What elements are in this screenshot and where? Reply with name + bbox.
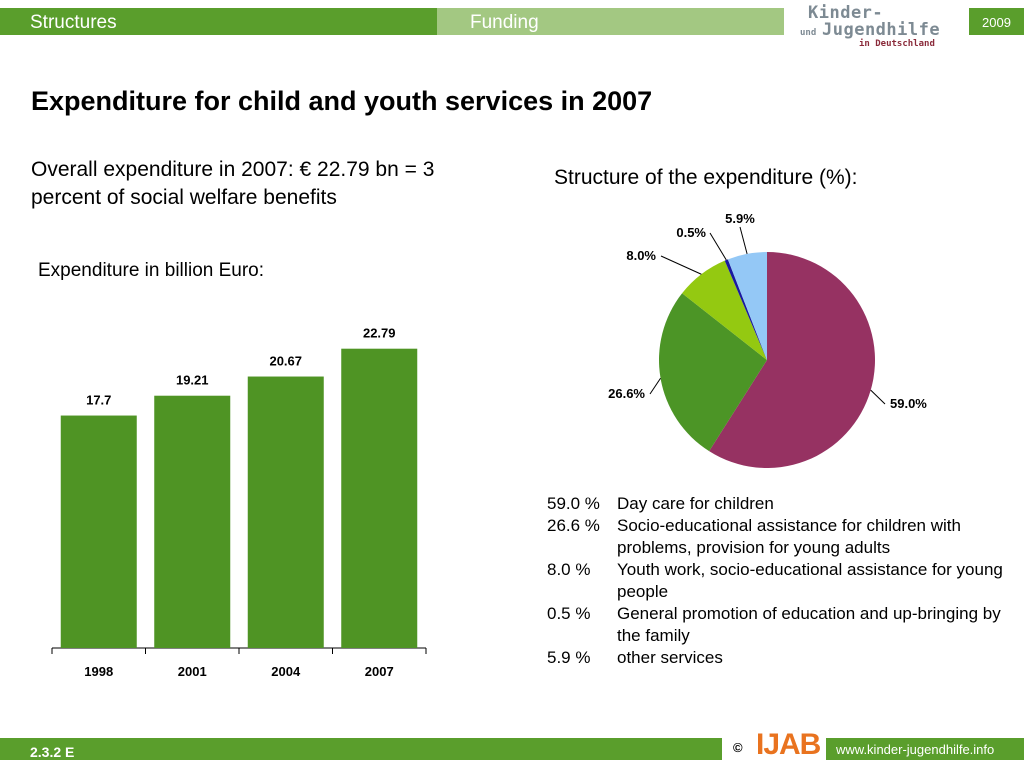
legend-item: 0.5 % General promotion of education and … <box>547 603 1007 647</box>
legend-item: 59.0 % Day care for children <box>547 493 1007 515</box>
bar-value-label: 19.21 <box>176 373 209 388</box>
bar-category-label: 2007 <box>365 664 394 679</box>
pie-slice-label: 59.0% <box>890 396 927 411</box>
bar-1998 <box>60 415 137 648</box>
pie-slice-label: 8.0% <box>626 248 656 263</box>
logo-line3: in Deutschland <box>859 39 935 49</box>
overall-expenditure-text: Overall expenditure in 2007: € 22.79 bn … <box>31 158 435 209</box>
tab-funding[interactable]: Funding <box>437 8 784 35</box>
bar-category-label: 2001 <box>178 664 207 679</box>
bar-category-label: 2004 <box>271 664 301 679</box>
pie-slice <box>709 252 875 468</box>
bar-2004 <box>247 376 324 648</box>
top-nav: Structures Funding <box>0 8 784 35</box>
logo-line1: Kinder- <box>808 3 884 23</box>
pie-leader-line <box>870 389 886 405</box>
legend-percent: 0.5 % <box>547 604 591 623</box>
legend-description: Socio-educational assistance for childre… <box>617 516 961 557</box>
pie-slice <box>659 293 767 452</box>
pie-slice <box>727 252 767 360</box>
pie-leader-line <box>649 377 661 395</box>
website-link[interactable]: www.kinder-jugendhilfe.info <box>826 738 1024 760</box>
tab-structures[interactable]: Structures <box>0 8 437 35</box>
legend-description: Youth work, socio-educational assistance… <box>617 560 1003 601</box>
ijab-logo: IJAB <box>756 728 821 761</box>
pie-slice <box>724 259 767 360</box>
bar-2007 <box>341 348 418 648</box>
footer-bar <box>0 738 722 760</box>
pie-slice <box>682 260 767 360</box>
year-badge: 2009 <box>969 8 1024 35</box>
pie-slice-label: 26.6% <box>608 386 645 401</box>
copyright-symbol: © <box>733 740 743 755</box>
pie-chart-caption: Structure of the expenditure (%): <box>554 166 858 189</box>
legend-percent: 59.0 % <box>547 494 600 513</box>
pie-leader-line <box>739 226 748 254</box>
pie-legend: 59.0 % Day care for children 26.6 % Socio-e… <box>547 493 1007 669</box>
legend-item: 8.0 % Youth work, socio-educational assis… <box>547 559 1007 603</box>
legend-item: 5.9 % other services <box>547 647 1007 669</box>
legend-item: 26.6 % Socio-educational assistance for c… <box>547 515 1007 559</box>
bar-value-label: 17.7 <box>86 393 111 408</box>
bar-2001 <box>154 395 231 648</box>
bar-category-label: 1998 <box>84 664 113 679</box>
legend-percent: 8.0 % <box>547 560 591 579</box>
page-title: Expenditure for child and youth services… <box>31 86 653 116</box>
kinder-jugendhilfe-logo: Kinder- und Jugendhilfe in Deutschland <box>796 3 964 53</box>
legend-description: other services <box>617 648 723 667</box>
legend-percent: 5.9 % <box>547 648 591 667</box>
pie-leader-line <box>709 232 727 261</box>
pie-slice-label: 5.9% <box>725 211 755 226</box>
logo-und: und <box>800 28 817 38</box>
bar-value-label: 22.79 <box>363 326 396 341</box>
pie-slice-label: 0.5% <box>676 225 706 240</box>
slide-code: 2.3.2 E <box>30 744 75 760</box>
legend-percent: 26.6 % <box>547 516 600 535</box>
pie-leader-line <box>660 255 702 275</box>
bar-value-label: 20.67 <box>269 354 302 369</box>
logo-line2: Jugendhilfe <box>822 20 941 40</box>
bar-chart-caption: Expenditure in billion Euro: <box>38 260 265 281</box>
legend-description: Day care for children <box>617 494 774 513</box>
legend-description: General promotion of education and up-br… <box>617 604 1001 645</box>
